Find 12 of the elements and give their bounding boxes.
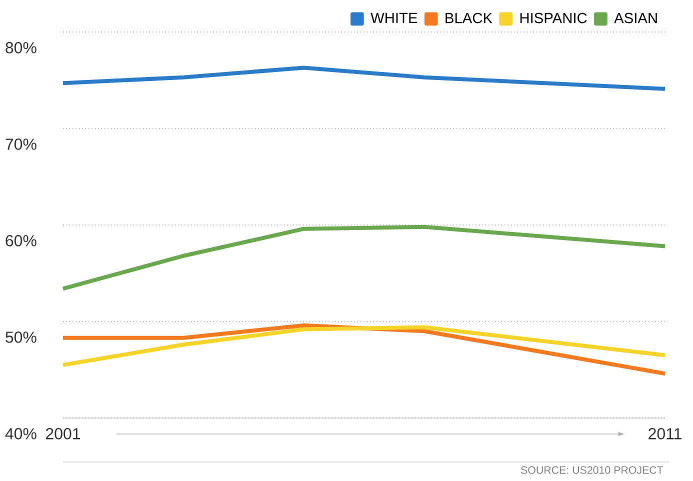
x-tick-label: 2001 (46, 428, 80, 440)
source-note: SOURCE: US2010 PROJECT (521, 466, 664, 474)
y-tick-label: 40% (5, 428, 36, 440)
y-tick-label: 50% (6, 332, 36, 343)
legend-label: ASIAN (614, 12, 657, 24)
y-tick-label: 60% (6, 235, 36, 246)
y-tick-label: 80% (6, 42, 36, 54)
legend-label: BLACK (446, 12, 492, 24)
y-tick-label: 70% (6, 138, 36, 150)
legend-label: WHITE (370, 12, 418, 23)
x-tick-label: 2011 (648, 428, 682, 440)
legend-label: HISPANIC (520, 12, 587, 24)
